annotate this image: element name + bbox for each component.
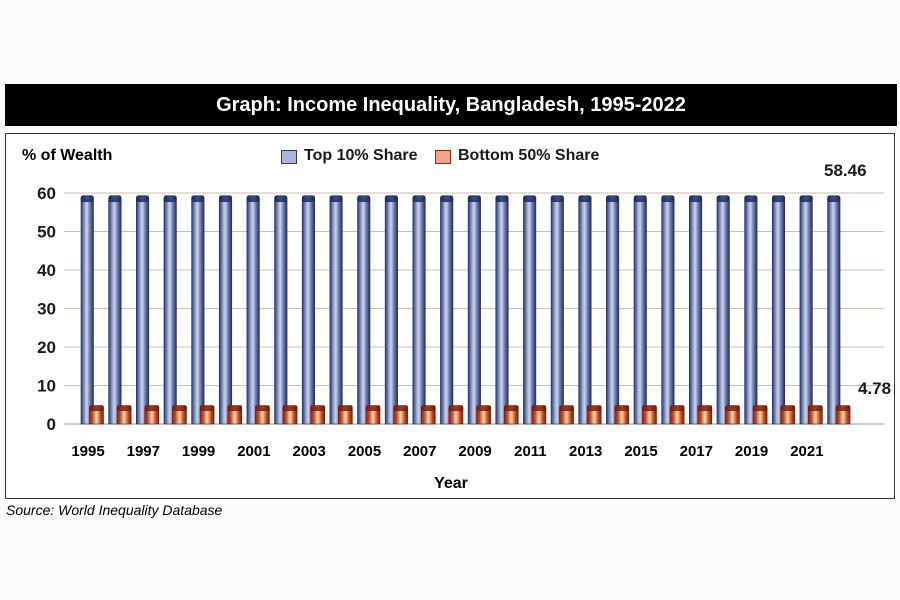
svg-text:60: 60 bbox=[37, 184, 56, 203]
svg-text:30: 30 bbox=[37, 300, 56, 319]
svg-text:0: 0 bbox=[47, 415, 56, 434]
svg-text:50: 50 bbox=[37, 223, 56, 242]
svg-text:40: 40 bbox=[37, 261, 56, 280]
svg-text:20: 20 bbox=[37, 338, 56, 357]
svg-text:10: 10 bbox=[37, 377, 56, 396]
